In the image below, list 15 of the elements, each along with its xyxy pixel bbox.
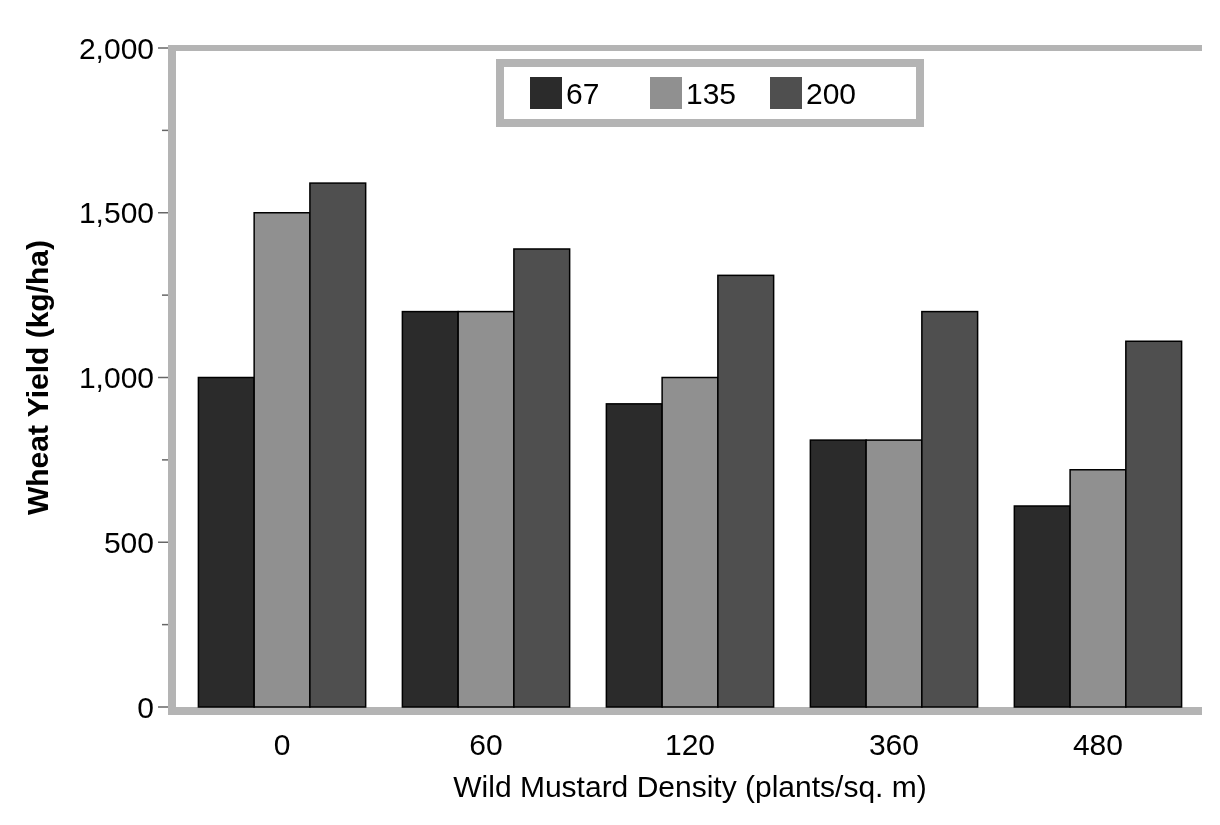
y-axis-title: Wheat Yield (kg/ha) <box>21 239 54 516</box>
legend-label: 67 <box>566 76 600 110</box>
y-tick-label: 1,500 <box>78 196 154 230</box>
y-tick-label: 2,000 <box>78 31 154 65</box>
x-axis-title: Wild Mustard Density (plants/sq. m) <box>453 770 927 803</box>
x-tick-label: 120 <box>664 728 716 761</box>
y-tick-label: 500 <box>103 525 154 559</box>
x-tick-label: 0 <box>273 728 291 761</box>
y-tick-label: 0 <box>137 690 154 724</box>
legend-label: 135 <box>686 76 737 110</box>
x-tick-label: 60 <box>469 728 503 761</box>
x-tick-label: 360 <box>868 728 920 761</box>
y-tick-label: 1,000 <box>78 361 154 394</box>
x-tick-label: 480 <box>1072 728 1123 761</box>
legend-label: 200 <box>806 76 857 110</box>
